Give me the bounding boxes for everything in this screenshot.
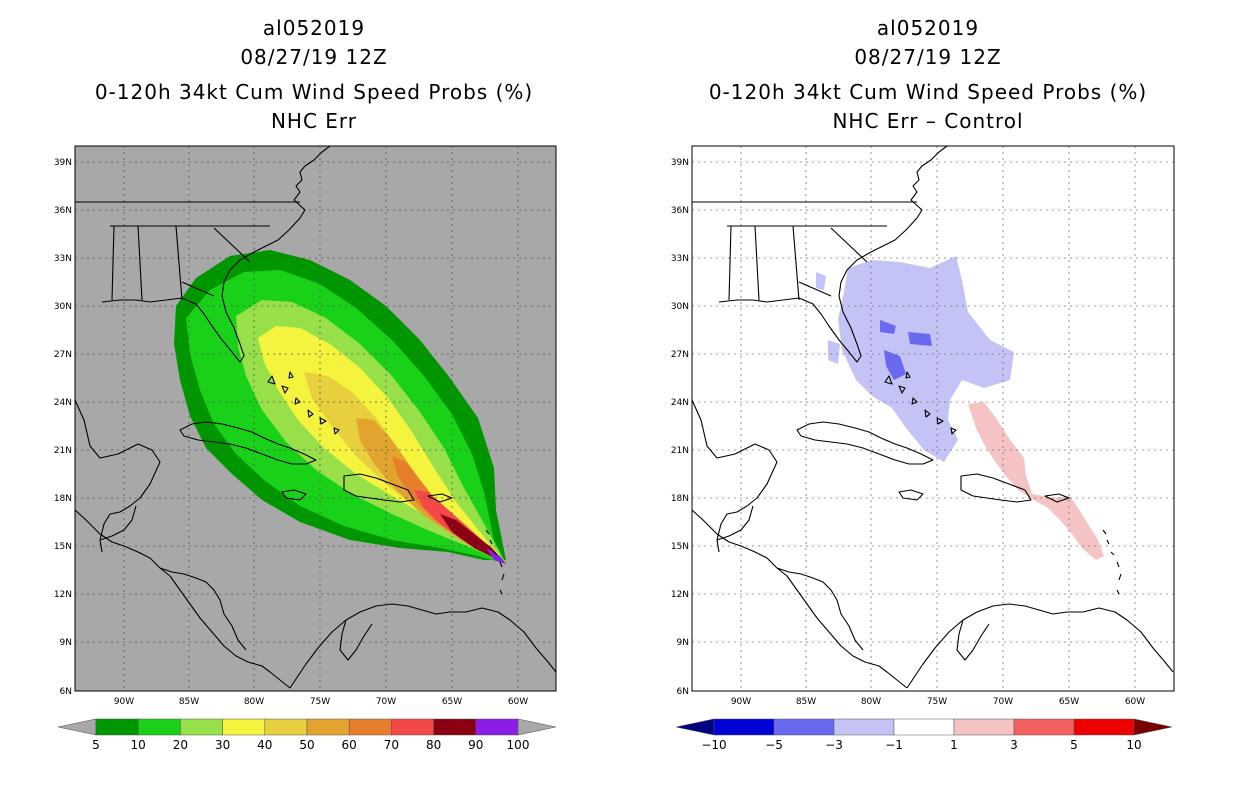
left-colorbar-swatch xyxy=(95,718,139,736)
right-colorbar-under-triangle xyxy=(675,718,715,736)
right-lat-label: 30N xyxy=(671,302,689,312)
right-colorbar-swatch xyxy=(773,718,835,736)
left-lat-label: 6N xyxy=(60,687,72,697)
right-colorbar-swatch xyxy=(953,718,1015,736)
right-difference-shading xyxy=(816,256,1104,560)
left-colorbar-swatch xyxy=(348,718,392,736)
right-lon-label: 60W xyxy=(1125,697,1145,707)
right-product-title: 0-120h 34kt Cum Wind Speed Probs (%) xyxy=(708,80,1148,104)
left-product-title: 0-120h 34kt Cum Wind Speed Probs (%) xyxy=(94,80,534,104)
left-lon-label: 75W xyxy=(310,697,330,707)
right-lat-label: 24N xyxy=(671,398,689,408)
left-lat-label: 39N xyxy=(54,158,72,168)
left-colorbar-label: 40 xyxy=(257,738,272,752)
right-colorbar-label: −10 xyxy=(701,738,726,752)
left-colorbar-label: 100 xyxy=(507,738,530,752)
left-lat-label: 30N xyxy=(54,302,72,312)
left-storm-id: al052019 xyxy=(262,16,366,40)
left-colorbar-label: 30 xyxy=(215,738,230,752)
left-subtitle: NHC Err xyxy=(270,109,358,133)
right-lat-label: 9N xyxy=(677,638,689,648)
left-lon-label: 80W xyxy=(244,697,264,707)
right-colorbar-swatch xyxy=(833,718,895,736)
left-colorbar-swatch xyxy=(475,718,519,736)
left-colorbar-label: 90 xyxy=(468,738,483,752)
right-colorbar: −10 −5 −3 −1 1 3 5 10 xyxy=(675,718,1173,752)
left-lat-label: 18N xyxy=(54,494,72,504)
right-gridlines xyxy=(692,146,1174,691)
left-probability-shading xyxy=(174,250,506,564)
right-lat-label: 36N xyxy=(671,206,689,216)
right-colorbar-label: 5 xyxy=(1070,738,1078,752)
right-colorbar-over-triangle xyxy=(1133,718,1173,736)
right-lat-label: 15N xyxy=(671,542,689,552)
right-colorbar-label: 1 xyxy=(950,738,958,752)
left-lat-label: 15N xyxy=(54,542,72,552)
right-lat-label: 12N xyxy=(671,590,689,600)
left-lon-label: 65W xyxy=(442,697,462,707)
left-colorbar-swatch xyxy=(180,718,223,736)
left-colorbar-swatch xyxy=(433,718,477,736)
left-map-panel xyxy=(74,145,557,692)
right-lat-label: 6N xyxy=(677,687,689,697)
right-lon-label: 85W xyxy=(796,697,816,707)
left-colorbar-under-triangle xyxy=(57,718,97,736)
right-datetime: 08/27/19 12Z xyxy=(854,45,1002,69)
left-colorbar-over-triangle xyxy=(517,718,557,736)
right-colorbar-swatch xyxy=(1013,718,1075,736)
left-colorbar-swatch xyxy=(391,718,434,736)
left-lat-label: 27N xyxy=(54,350,72,360)
left-colorbar-label: 60 xyxy=(342,738,357,752)
left-colorbar-label: 5 xyxy=(92,738,100,752)
right-colorbar-label: −3 xyxy=(825,738,843,752)
left-colorbar-label: 20 xyxy=(173,738,188,752)
right-lat-label: 33N xyxy=(671,254,689,264)
right-map-panel xyxy=(691,145,1175,692)
left-colorbar-swatch xyxy=(137,718,181,736)
left-title-block: al052019 08/27/19 12Z 0-120h 34kt Cum Wi… xyxy=(34,14,594,136)
left-colorbar-label: 70 xyxy=(384,738,399,752)
right-lat-label: 18N xyxy=(671,494,689,504)
right-colorbar-label: −5 xyxy=(765,738,783,752)
right-lon-label: 90W xyxy=(731,697,751,707)
left-lat-label: 36N xyxy=(54,206,72,216)
right-colorbar-label: 10 xyxy=(1126,738,1141,752)
right-lat-label: 39N xyxy=(671,158,689,168)
left-lat-label: 33N xyxy=(54,254,72,264)
right-colorbar-label: −1 xyxy=(885,738,903,752)
right-colorbar-label: 3 xyxy=(1010,738,1018,752)
right-storm-id: al052019 xyxy=(876,16,980,40)
left-datetime: 08/27/19 12Z xyxy=(240,45,388,69)
left-lat-label: 12N xyxy=(54,590,72,600)
right-title-block: al052019 08/27/19 12Z 0-120h 34kt Cum Wi… xyxy=(648,14,1208,136)
left-colorbar-label: 10 xyxy=(131,738,146,752)
left-colorbar-label: 50 xyxy=(299,738,314,752)
right-lon-label: 75W xyxy=(927,697,947,707)
left-lat-label: 9N xyxy=(60,638,72,648)
left-colorbar-swatch xyxy=(306,718,350,736)
left-lat-label: 21N xyxy=(54,446,72,456)
right-lon-label: 65W xyxy=(1059,697,1079,707)
left-lat-label: 24N xyxy=(54,398,72,408)
right-lat-label: 21N xyxy=(671,446,689,456)
left-lon-label: 90W xyxy=(114,697,134,707)
axis-labels: 39N 36N 33N 30N 27N 24N 21N 18N 15N 12N 9N 6N 90W 85W… xyxy=(54,158,1145,707)
left-colorbar-label: 80 xyxy=(426,738,441,752)
left-gridlines xyxy=(75,146,556,691)
right-lon-label: 80W xyxy=(861,697,881,707)
right-lat-label: 27N xyxy=(671,350,689,360)
right-colorbar-swatch xyxy=(713,718,775,736)
left-lon-label: 60W xyxy=(508,697,528,707)
right-colorbar-swatch xyxy=(1073,718,1135,736)
left-colorbar-swatch xyxy=(222,718,266,736)
left-colorbar-swatch xyxy=(264,718,308,736)
right-subtitle: NHC Err – Control xyxy=(832,109,1024,133)
right-lon-label: 70W xyxy=(993,697,1013,707)
left-lon-label: 70W xyxy=(376,697,396,707)
right-colorbar-swatch xyxy=(893,718,955,736)
left-colorbar: 5 10 20 30 40 50 60 70 80 90 100 xyxy=(57,718,557,752)
left-lon-label: 85W xyxy=(179,697,199,707)
